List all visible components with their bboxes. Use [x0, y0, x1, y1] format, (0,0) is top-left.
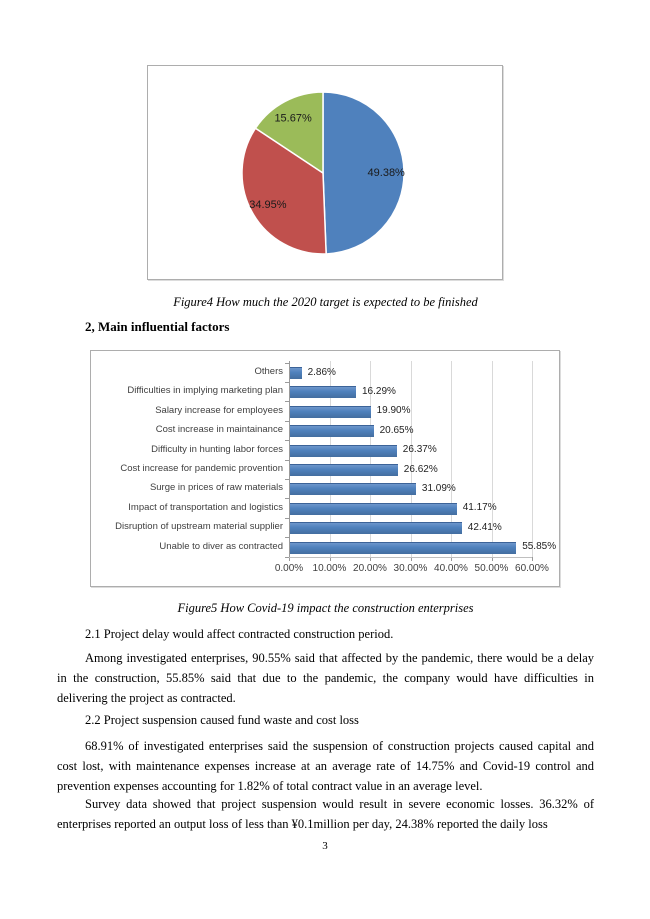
x-tick-label: 0.00%	[274, 563, 304, 574]
bar-value-label: 19.90%	[376, 405, 411, 417]
bar	[290, 444, 397, 457]
pie-slice	[241, 127, 327, 255]
bar-value-label: 2.86%	[307, 366, 336, 378]
bar	[290, 405, 371, 418]
y-axis-tick	[285, 401, 289, 403]
y-axis-tick	[285, 479, 289, 480]
bar-value-label: 26.62%	[403, 463, 438, 475]
gridline	[410, 361, 412, 557]
bar-category-label: Disruption of upstream material supplier	[115, 521, 283, 533]
gridline	[532, 361, 533, 557]
bar	[290, 464, 398, 476]
y-axis-tick	[285, 420, 289, 422]
bar	[290, 367, 302, 379]
figure4-caption: Figure4 How much the 2020 target is expe…	[173, 295, 478, 309]
x-axis-tick	[329, 557, 331, 561]
bar-category-label: Others	[254, 366, 283, 377]
bar-value-label: 55.85%	[522, 541, 557, 553]
bar-category-label: Difficulties in implying marketing plan	[127, 385, 283, 397]
y-axis-tick	[285, 556, 289, 558]
bar-category-label: Difficulty in hunting labor forces	[151, 443, 283, 455]
bar-category-label: Salary increase for employees	[155, 404, 283, 416]
page-number: 3	[322, 840, 328, 852]
section-2-2-heading: 2.2 Project suspension caused fund waste…	[85, 713, 359, 727]
bar	[290, 425, 374, 438]
bar-category-label: Impact of transportation and logistics	[128, 501, 283, 513]
pie-slice-label: 49.38%	[368, 167, 406, 179]
gridline	[491, 361, 493, 557]
pie-slice-label: 15.67%	[274, 112, 312, 124]
bar	[290, 502, 457, 515]
bar	[290, 541, 517, 554]
bar-category-label: Surge in prices of raw materials	[149, 482, 283, 494]
figure4-pie-chart: 49.38% 34.95% 15.67%	[147, 65, 503, 280]
y-axis-tick	[285, 362, 289, 364]
x-tick-label: 30.00%	[393, 563, 428, 574]
gridline	[370, 361, 371, 557]
x-tick-label: 50.00%	[474, 563, 509, 574]
figure5-bar-chart: 0.00% 10.00% 20.00% 30.00% 40.00% 50.00% 60.00…	[90, 350, 560, 587]
y-axis-tick	[285, 498, 289, 500]
section-2-heading: 2, Main influential factors	[85, 319, 230, 334]
x-axis-tick	[491, 557, 493, 561]
y-axis-tick	[285, 459, 289, 461]
bar-value-label: 16.29%	[362, 385, 396, 397]
pie-slice	[254, 91, 324, 174]
gridline	[451, 361, 452, 557]
y-axis-tick	[285, 382, 289, 383]
y-axis-line	[289, 361, 290, 557]
bar-value-label: 31.09%	[421, 482, 456, 494]
paragraph-economic-losses: Survey data showed that project suspensi…	[57, 797, 594, 831]
y-axis-tick	[285, 440, 289, 442]
pie-slice	[322, 91, 405, 255]
x-tick-label: 10.00%	[312, 563, 347, 574]
bar	[290, 522, 462, 535]
x-axis-tick	[370, 557, 371, 561]
paragraph-fund-waste: 68.91% of investigated enterprises said …	[57, 739, 594, 793]
bar-value-label: 41.17%	[462, 502, 497, 514]
x-tick-label: 60.00%	[515, 563, 549, 574]
bar-category-label: Cost increase for pandemic provention	[120, 463, 283, 474]
pie-svg: 49.38% 34.95% 15.67%	[241, 91, 406, 255]
y-axis-tick	[285, 537, 289, 539]
bar-category-label: Unable to diver as contracted	[159, 540, 283, 552]
x-tick-label: 20.00%	[353, 563, 387, 574]
y-axis-tick	[285, 517, 289, 519]
bar-value-label: 26.37%	[402, 444, 437, 456]
x-axis-tick	[451, 557, 452, 561]
figure5-caption: Figure5 How Covid-19 impact the construc…	[177, 601, 474, 615]
paragraph-project-delay: Among investigated enterprises, 90.55% s…	[57, 651, 594, 705]
bar-value-label: 20.65%	[379, 424, 414, 436]
gridline	[329, 361, 331, 557]
x-tick-label: 40.00%	[434, 563, 468, 574]
x-axis-line	[289, 557, 532, 558]
bar-category-label: Cost increase in maintainance	[155, 424, 283, 436]
bar	[290, 386, 356, 399]
section-2-1-heading: 2.1 Project delay would affect contracte…	[85, 627, 394, 641]
bar	[290, 483, 416, 496]
bar-value-label: 42.41%	[467, 521, 502, 533]
x-axis-tick	[532, 557, 533, 561]
x-axis-tick	[410, 557, 412, 561]
x-axis-tick	[289, 557, 290, 561]
pie-slice-label: 34.95%	[249, 199, 287, 211]
